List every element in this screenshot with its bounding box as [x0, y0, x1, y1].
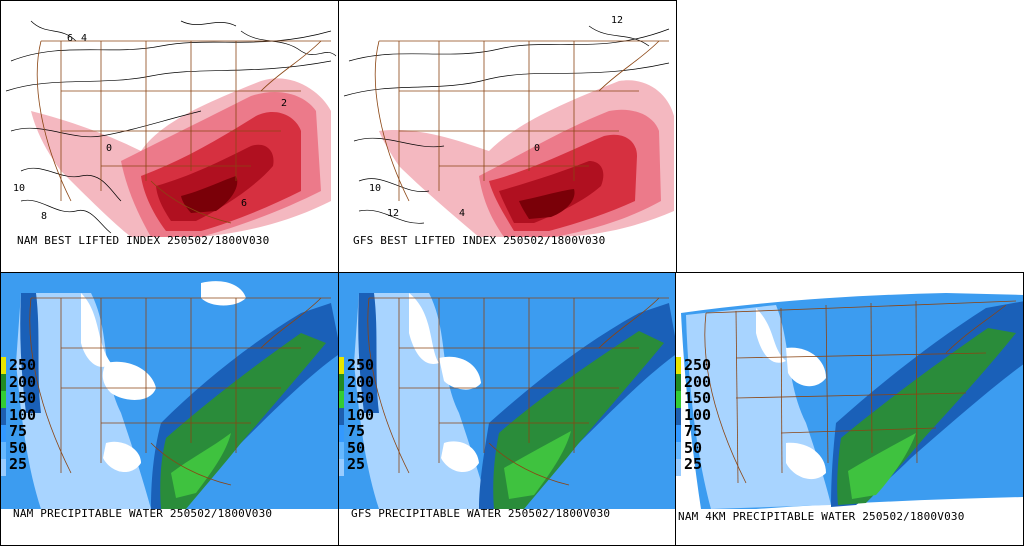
legend-swatch-200 — [676, 374, 681, 391]
legend-label: 50 — [347, 438, 366, 457]
legend-swatch-250 — [676, 357, 681, 374]
svg-text:0: 0 — [534, 143, 540, 154]
legend-swatch-75 — [339, 425, 344, 442]
nam-precipitable-water-caption: NAM PRECIPITABLE WATER 250502/1800V030 — [13, 507, 273, 520]
legend-swatch-150 — [339, 391, 344, 408]
legend-label: 150 — [9, 389, 37, 407]
svg-text:6: 6 — [241, 198, 247, 209]
gfs-lifted-index-panel: 12 12 10 0 4 GFS BEST LIFTED INDEX 25050… — [338, 0, 677, 274]
pw-dry-ne — [201, 281, 246, 306]
legend-swatch-150 — [1, 391, 6, 408]
gfs-pw-bright-green — [504, 431, 571, 499]
pw-dry-sw — [103, 441, 141, 473]
pw-dry-plains — [102, 361, 156, 400]
nam-lifted-index-caption: NAM BEST LIFTED INDEX 250502/1800V030 — [17, 234, 270, 247]
gfs-pw-west-coast-dark — [358, 293, 379, 413]
nam-lifted-index-map: 10 8 6 4 6 2 0 — [1, 1, 339, 237]
gfs-pw-dry-plains — [439, 356, 481, 390]
svg-text:10: 10 — [369, 183, 381, 194]
pw-legend-gfs: 250 200 150 100 75 50 25 — [339, 357, 389, 477]
legend-label: 200 — [684, 372, 712, 391]
gfs-pw-dry-north — [409, 293, 439, 364]
legend-label: 250 — [347, 356, 375, 374]
legend-label: 100 — [684, 405, 712, 424]
legend-swatch-250 — [1, 357, 6, 374]
legend-label: 250 — [684, 356, 712, 374]
gfs-precipitable-water-map — [339, 273, 676, 509]
pw-legend-nam: 250 200 150 100 75 50 25 — [1, 357, 51, 477]
gfs-lifted-index-caption: GFS BEST LIFTED INDEX 250502/1800V030 — [353, 234, 606, 247]
legend-swatch-50 — [676, 442, 681, 459]
legend-label: 50 — [684, 438, 703, 457]
legend-label: 200 — [9, 372, 37, 391]
svg-text:2: 2 — [281, 98, 287, 109]
svg-text:12: 12 — [611, 15, 623, 26]
li-shade-darkest — [181, 176, 238, 213]
gfs-li-shade-darkest — [519, 189, 575, 219]
nam4km-bright-green — [848, 433, 916, 499]
svg-text:6: 6 — [67, 33, 73, 44]
legend-label: 25 — [9, 455, 28, 473]
svg-text:8: 8 — [41, 211, 47, 222]
gfs-precipitable-water-panel: 250 200 150 100 75 50 25 GFS PRECIPITABL… — [338, 272, 677, 546]
legend-label: 100 — [347, 405, 375, 424]
legend-swatch-25 — [676, 459, 681, 476]
legend-label: 100 — [9, 405, 37, 424]
svg-text:4: 4 — [81, 33, 87, 44]
svg-text:4: 4 — [459, 208, 465, 219]
pw-legend-nam4km: 250 200 150 100 75 50 25 — [676, 357, 726, 477]
legend-label: 250 — [9, 356, 37, 374]
legend-label: 75 — [9, 422, 28, 440]
legend-label: 150 — [684, 389, 712, 407]
legend-swatch-25 — [1, 459, 6, 476]
svg-text:12: 12 — [387, 208, 399, 219]
legend-swatch-150 — [676, 391, 681, 408]
nam-precipitable-water-map — [1, 273, 339, 509]
legend-swatch-75 — [1, 425, 6, 442]
pw-bright-green — [171, 433, 231, 498]
legend-swatch-250 — [339, 357, 344, 374]
nam4km-precipitable-water-panel: 250 200 150 100 75 50 25 NAM 4KM PRECIPI… — [675, 272, 1024, 546]
legend-swatch-100 — [1, 408, 6, 425]
pw-dry-north — [81, 293, 111, 367]
legend-label: 150 — [347, 389, 375, 407]
legend-swatch-100 — [339, 408, 344, 425]
legend-label: 200 — [347, 372, 375, 391]
nam4km-dry-sw — [786, 442, 826, 480]
legend-swatch-200 — [339, 374, 344, 391]
legend-label: 75 — [684, 422, 703, 440]
legend-label: 50 — [9, 438, 28, 457]
gfs-pw-dry-sw — [441, 441, 479, 473]
nam4km-precipitable-water-map — [676, 273, 1023, 509]
svg-text:10: 10 — [13, 183, 25, 194]
legend-swatch-50 — [339, 442, 344, 459]
nam4km-dry-plains — [786, 347, 826, 387]
nam4km-dry-north — [756, 308, 786, 363]
legend-label: 25 — [684, 455, 703, 473]
legend-label: 75 — [347, 422, 366, 440]
svg-text:0: 0 — [106, 143, 112, 154]
nam4km-precipitable-water-caption: NAM 4KM PRECIPITABLE WATER 250502/1800V0… — [678, 510, 965, 523]
nam-lifted-index-panel: 10 8 6 4 6 2 0 NAM BEST LIFTED INDEX 250… — [0, 0, 340, 274]
pw-west-coast-dark — [20, 293, 41, 413]
gfs-precipitable-water-caption: GFS PRECIPITABLE WATER 250502/1800V030 — [351, 507, 611, 520]
legend-label: 25 — [347, 455, 366, 473]
legend-swatch-75 — [676, 425, 681, 442]
gfs-lifted-index-map: 12 12 10 0 4 — [339, 1, 676, 237]
nam-precipitable-water-panel: 250 200 150 100 75 50 25 NAM PRECIPITABL… — [0, 272, 340, 546]
legend-swatch-100 — [676, 408, 681, 425]
legend-swatch-25 — [339, 459, 344, 476]
legend-swatch-50 — [1, 442, 6, 459]
legend-swatch-200 — [1, 374, 6, 391]
